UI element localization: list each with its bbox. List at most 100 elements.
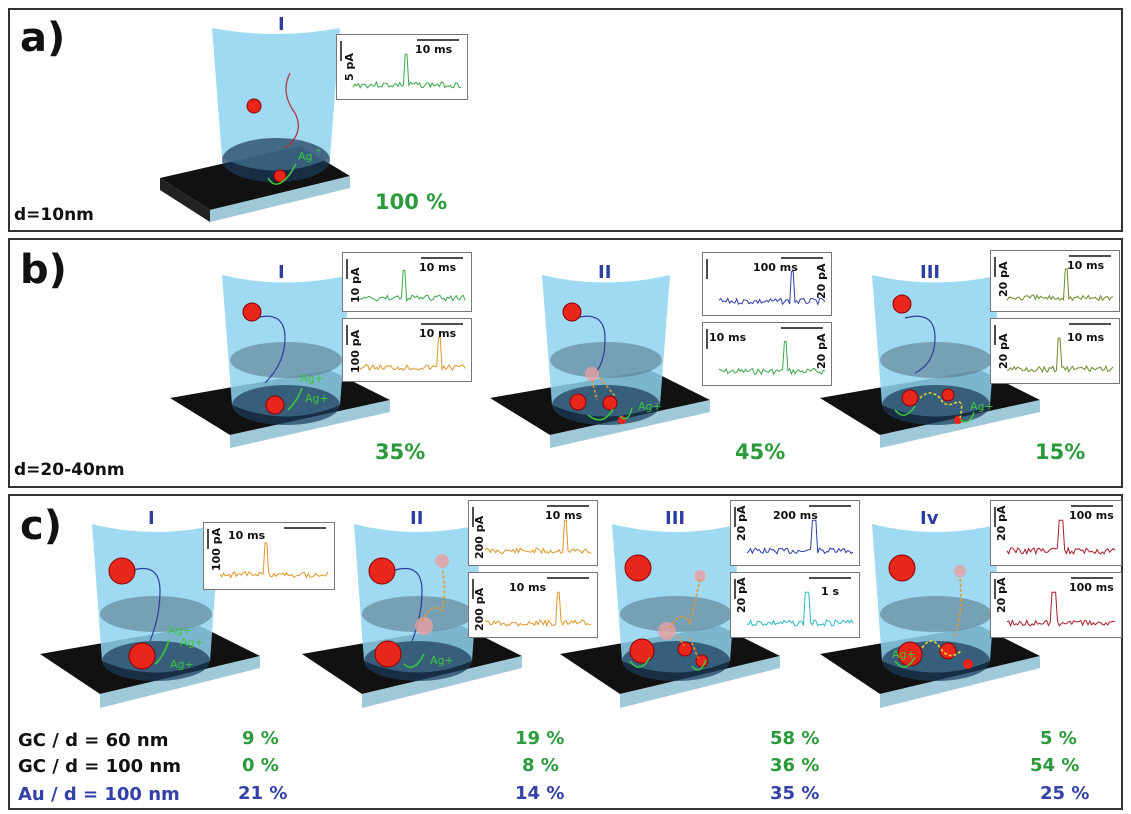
electrode-scene: Ag+ xyxy=(820,275,1040,448)
svg-text:Ag: Ag xyxy=(298,150,313,163)
time-scale-label: 10 ms xyxy=(1067,259,1105,272)
scenario-numeral: I xyxy=(278,14,285,35)
time-scale-label: 100 ms xyxy=(1069,509,1114,522)
diameter-label: d=20-40nm xyxy=(14,460,125,480)
table-cell: 35 % xyxy=(770,783,820,804)
scenario-numeral: II xyxy=(598,262,612,283)
trace-plot xyxy=(706,327,826,376)
current-scale-label: 10 pA xyxy=(349,267,362,303)
trace-signal xyxy=(219,542,329,579)
table-cell: 25 % xyxy=(1040,783,1090,804)
scenario-numeral: Iv xyxy=(920,508,939,529)
current-trace: 10 ms 100 pA xyxy=(203,522,335,590)
table-cell: 5 % xyxy=(1040,728,1077,749)
trace-plot xyxy=(994,323,1114,374)
trace-plot xyxy=(346,323,466,372)
current-trace: 1 s 20 pA xyxy=(730,572,860,638)
panel-a: a) d=10nm I Ag + 100 % xyxy=(8,8,1123,232)
trace-plot xyxy=(706,257,826,306)
time-scale-label: 10 ms xyxy=(545,509,583,522)
table-cell: 14 % xyxy=(515,783,565,804)
svg-text:Ag+: Ag+ xyxy=(638,400,662,413)
current-trace: 10 ms 200 pA xyxy=(468,500,598,566)
panel-letter: c) xyxy=(20,503,62,549)
trace-signal xyxy=(1006,337,1114,374)
svg-text:Ag+: Ag+ xyxy=(300,372,324,385)
current-trace: 10 ms 20 pA xyxy=(702,322,832,386)
current-scale-label: 20 pA xyxy=(997,261,1010,297)
diameter-label: d=10nm xyxy=(14,205,94,225)
current-trace: 200 ms 20 pA xyxy=(730,500,860,566)
probability-label: 45% xyxy=(735,440,786,464)
trace-signal xyxy=(718,341,826,376)
time-scale-label: 10 ms xyxy=(1067,331,1105,344)
electrode-scene: Ag + xyxy=(160,28,350,222)
current-trace: 10 ms 200 pA xyxy=(468,572,598,638)
trace-signal xyxy=(484,591,592,628)
trace-plot xyxy=(994,505,1116,556)
trace-plot xyxy=(994,255,1114,302)
panel-letter: b) xyxy=(20,247,67,293)
current-scale-label: 5 pA xyxy=(343,53,356,81)
table-cell: 8 % xyxy=(522,755,559,776)
table-row-label: GC / d = 60 nm xyxy=(18,730,169,751)
table-cell: 19 % xyxy=(515,728,565,749)
scenario-numeral: III xyxy=(665,508,686,529)
time-scale-label: 10 ms xyxy=(415,43,453,56)
current-scale-label: 20 pA xyxy=(735,505,748,541)
table-cell: 58 % xyxy=(770,728,820,749)
time-scale-label: 100 ms xyxy=(753,261,798,274)
trace-plot xyxy=(472,577,592,628)
svg-text:Ag+: Ag+ xyxy=(168,624,192,637)
electrode-scene: Ag+ xyxy=(820,524,1040,708)
svg-text:Ag+: Ag+ xyxy=(180,636,204,649)
electrode-scene: Ag+ xyxy=(302,524,522,708)
current-scale-label: 20 pA xyxy=(815,263,828,299)
time-scale-label: 200 ms xyxy=(773,509,818,522)
trace-signal xyxy=(1006,591,1116,628)
svg-text:Ag+: Ag+ xyxy=(970,400,994,413)
current-scale-label: 20 pA xyxy=(735,577,748,613)
svg-text:Ag+: Ag+ xyxy=(892,648,916,661)
scenario-numeral: I xyxy=(278,262,285,283)
scenario-numeral: III xyxy=(920,262,941,283)
trace-plot xyxy=(472,505,592,555)
electrode-scene: Ag+ Ag+ xyxy=(170,275,390,448)
time-scale-label: 1 s xyxy=(821,585,840,598)
trace-plot xyxy=(734,505,854,555)
svg-text:Ag+: Ag+ xyxy=(430,654,454,667)
scenario-numeral: I xyxy=(148,508,155,529)
trace-signal xyxy=(746,519,854,555)
table-cell: 54 % xyxy=(1030,755,1080,776)
current-scale-label: 200 pA xyxy=(473,587,486,631)
electrode-scene: Ag+ xyxy=(490,275,710,448)
trace-signal xyxy=(1006,519,1116,556)
table-cell: 9 % xyxy=(242,728,279,749)
trace-signal xyxy=(484,519,592,555)
table-cell: 21 % xyxy=(238,783,288,804)
time-scale-label: 10 ms xyxy=(419,261,457,274)
trace-signal xyxy=(352,53,462,89)
trace-signal xyxy=(1006,268,1114,302)
scenario-numeral: II xyxy=(410,508,424,529)
trace-plot xyxy=(734,577,854,627)
trace-signal xyxy=(718,271,826,306)
current-trace: 100 ms 20 pA xyxy=(990,500,1122,566)
svg-text:+: + xyxy=(315,146,322,155)
trace-plot xyxy=(994,577,1116,628)
table-cell: 36 % xyxy=(770,755,820,776)
time-scale-label: 10 ms xyxy=(228,529,266,542)
current-trace: 10 ms 100 pA xyxy=(342,318,472,382)
electrode-scene: Ag+ Ag+ Ag+ xyxy=(40,524,260,708)
current-scale-label: 100 pA xyxy=(349,329,362,373)
current-scale-label: 20 pA xyxy=(995,577,1008,613)
current-scale-label: 20 pA xyxy=(815,333,828,369)
trace-signal xyxy=(746,591,854,627)
current-scale-label: 200 pA xyxy=(473,515,486,559)
current-trace: 100 ms 20 pA xyxy=(702,252,832,316)
probability-label: 35% xyxy=(375,440,426,464)
probability-label: 100 % xyxy=(375,190,448,214)
time-scale-label: 100 ms xyxy=(1069,581,1114,594)
current-trace: 100 ms 20 pA xyxy=(990,572,1122,638)
trace-plot xyxy=(340,39,462,89)
